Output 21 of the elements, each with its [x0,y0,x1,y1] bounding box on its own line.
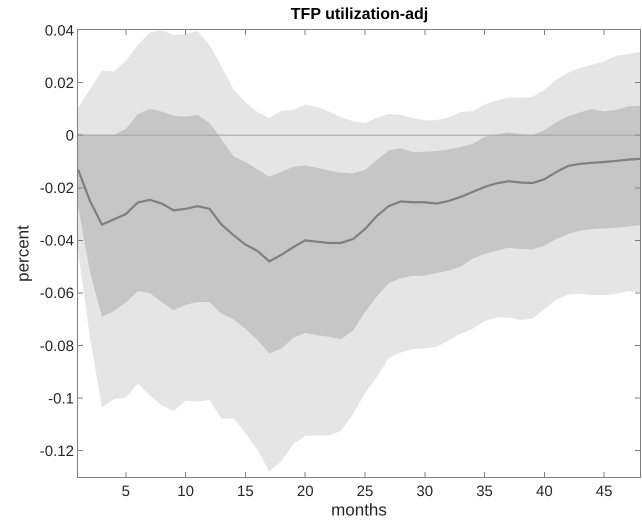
y-tick-label: -0.04 [40,232,74,250]
y-tick-label: -0.08 [40,338,74,355]
x-tick-label: 10 [177,483,194,500]
y-tick-label: 0 [66,127,74,144]
y-tick-label: 0.04 [44,22,74,40]
x-tick-label: 45 [596,483,612,500]
x-tick-label: 25 [356,483,374,500]
x-tick-label: 15 [237,483,254,500]
y-tick-label: -0.06 [40,285,74,302]
x-tick-label: 40 [536,483,553,500]
y-axis-title: percent [13,224,32,282]
y-tick-label: -0.12 [40,442,74,460]
x-tick-label: 5 [122,483,130,500]
y-tick-label: 0.02 [44,74,74,92]
x-tick-label: 20 [296,483,314,500]
chart-title: TFP utilization-adj [290,6,428,24]
x-tick-label: 35 [476,483,493,500]
x-tick-label: 30 [416,483,434,500]
x-axis-title: months [331,500,387,520]
y-tick-label: -0.1 [48,390,74,408]
y-tick-label: -0.02 [40,180,74,198]
